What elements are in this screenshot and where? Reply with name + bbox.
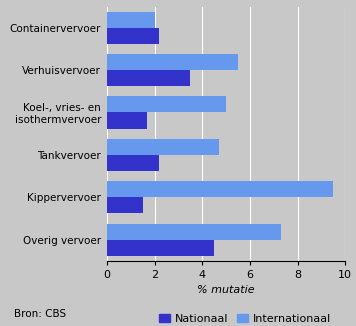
Bar <box>107 12 155 28</box>
Bar <box>107 224 281 240</box>
Bar <box>107 70 190 86</box>
Bar <box>107 181 333 197</box>
X-axis label: % mutatie: % mutatie <box>197 285 255 295</box>
Bar <box>107 112 147 128</box>
Bar <box>107 240 214 256</box>
Bar <box>107 155 159 171</box>
Bar <box>107 96 226 112</box>
Bar <box>107 197 142 213</box>
Bar <box>107 54 238 70</box>
Legend: Nationaal, Internationaal: Nationaal, Internationaal <box>155 310 335 326</box>
Bar <box>107 28 159 44</box>
Bar <box>107 139 219 155</box>
Text: Bron: CBS: Bron: CBS <box>14 309 66 319</box>
